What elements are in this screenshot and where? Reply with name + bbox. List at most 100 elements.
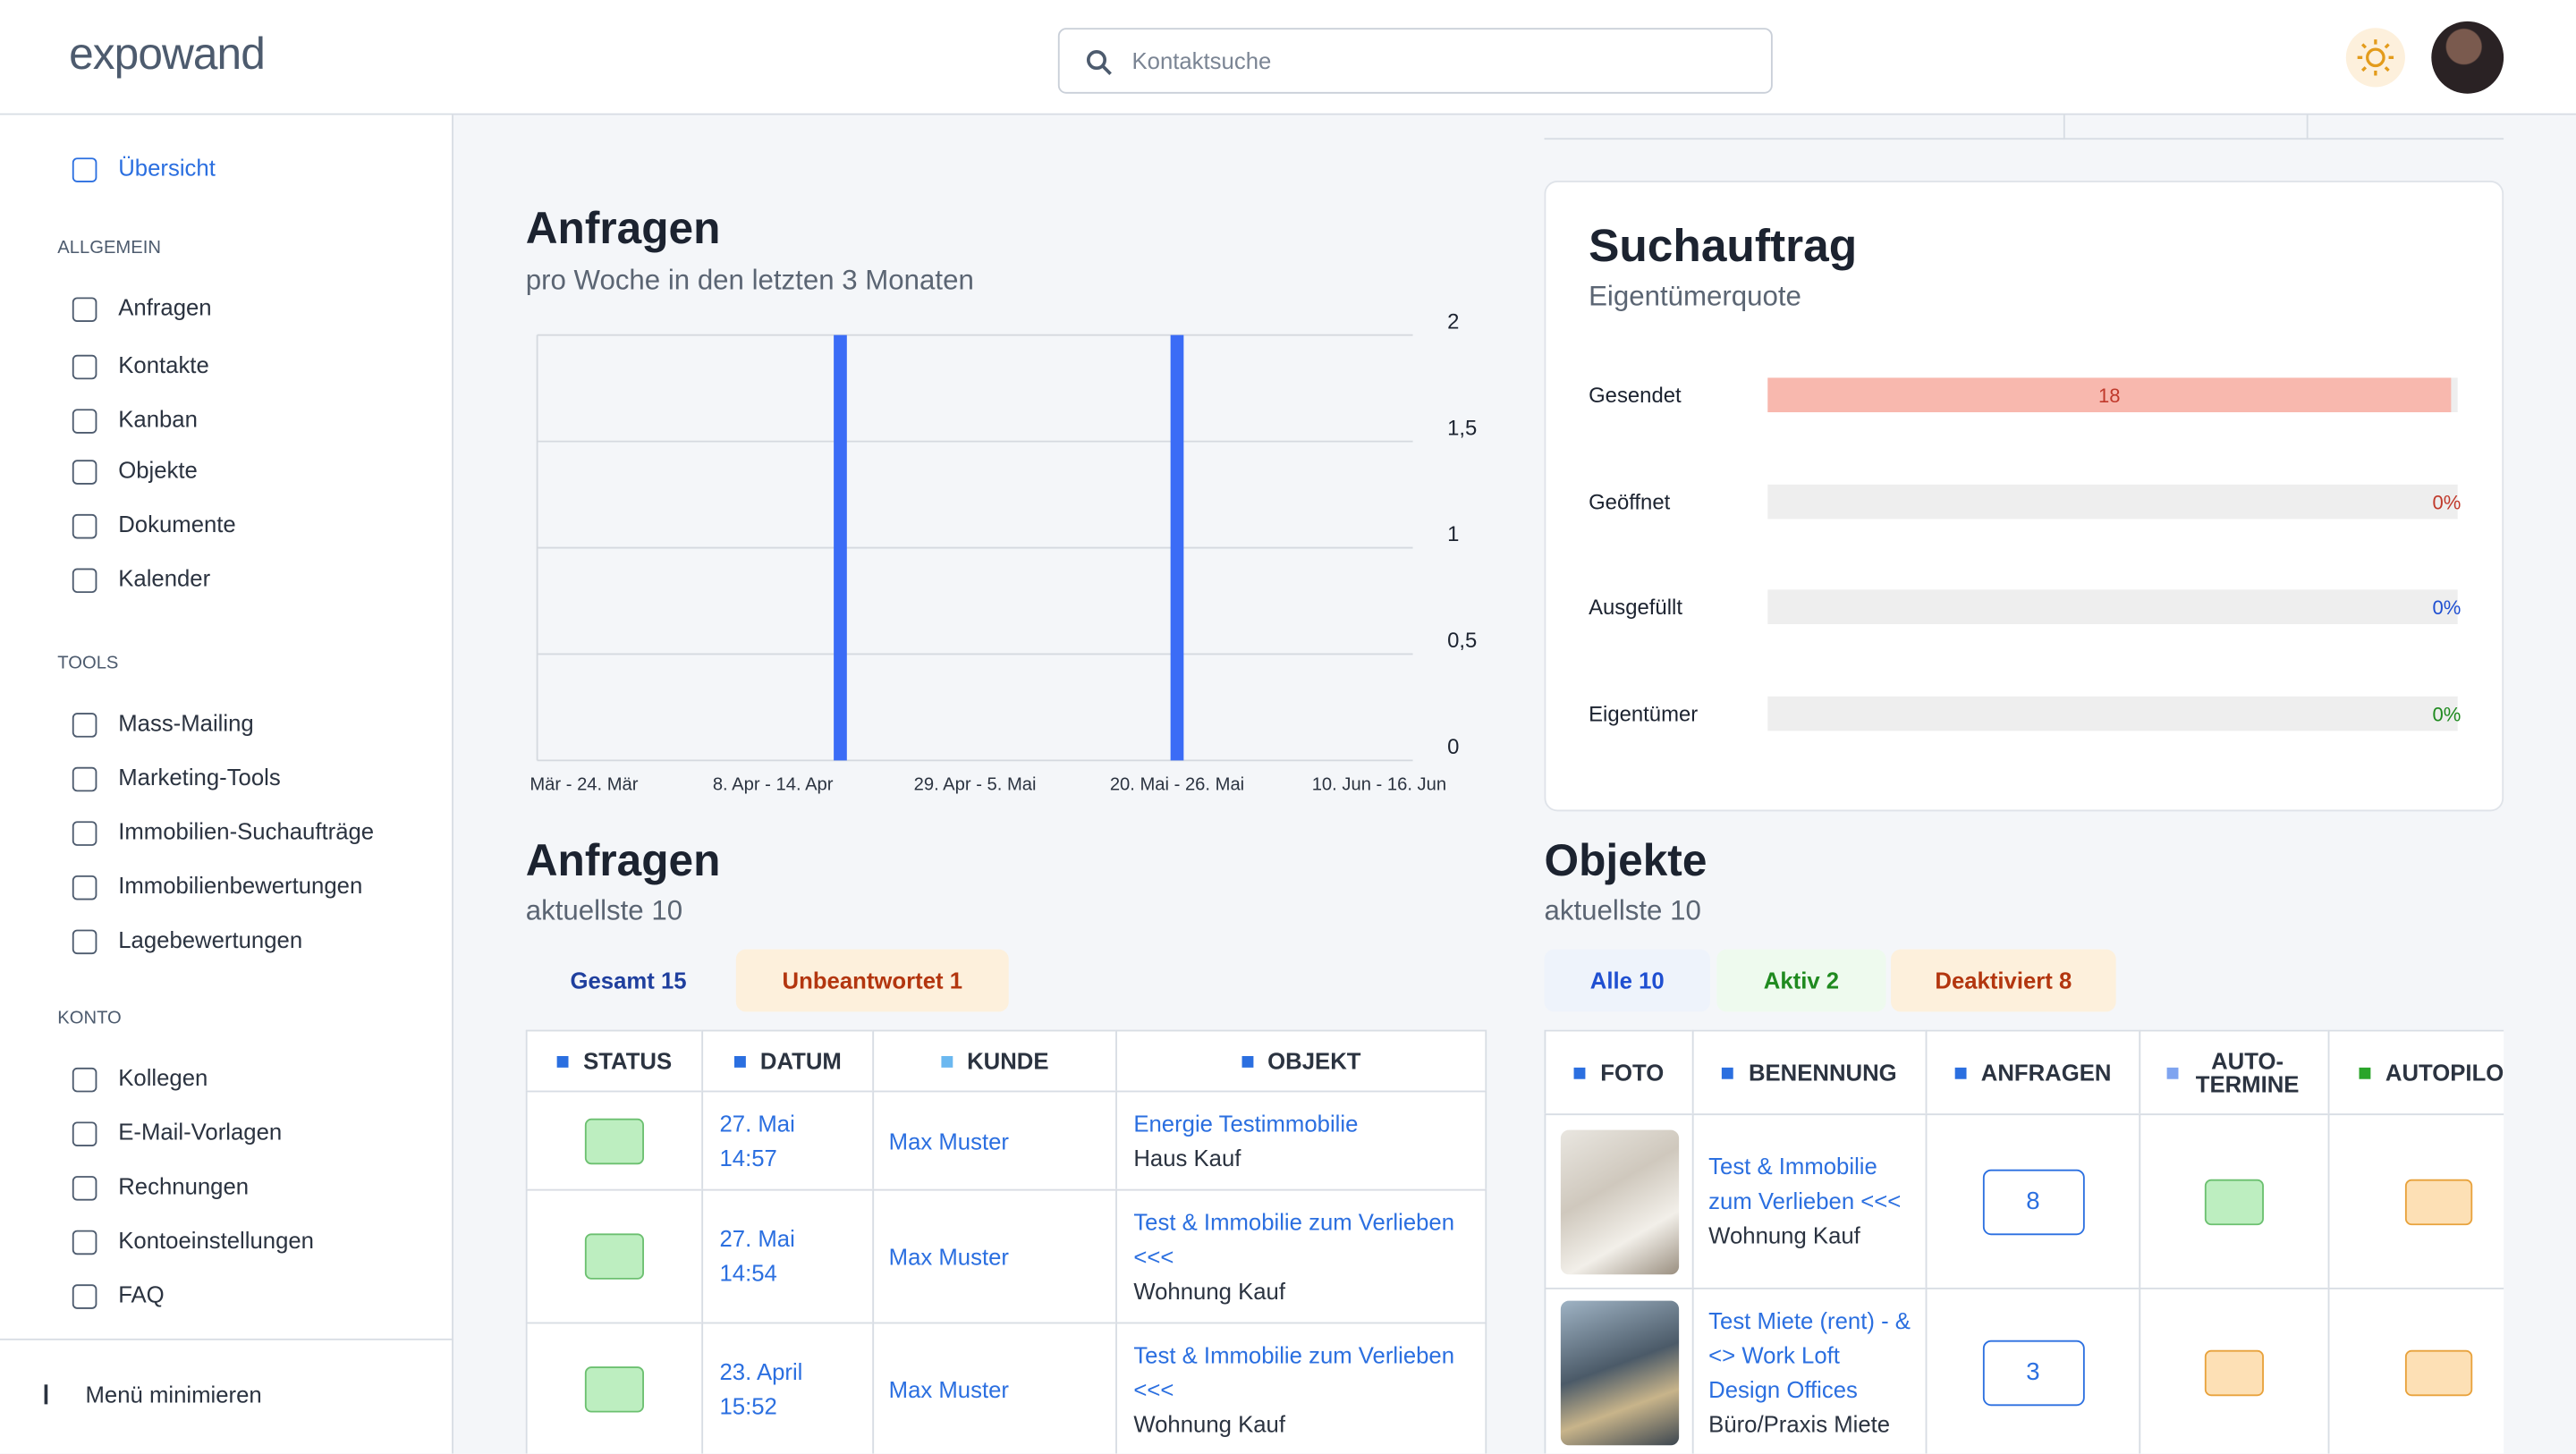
autopilot-icon[interactable] xyxy=(2404,1349,2473,1397)
nav-item[interactable]: Lagebewertungen xyxy=(118,926,303,953)
column-header: BENENNUNG xyxy=(1748,1059,1897,1086)
progress-track xyxy=(1767,590,2458,625)
logo[interactable]: expowand xyxy=(69,30,266,80)
nav-item[interactable]: Anfragen xyxy=(118,293,212,321)
menu-icon xyxy=(72,1176,97,1201)
time: 14:57 xyxy=(719,1144,777,1171)
section-title: Anfragen xyxy=(525,835,721,885)
menu-icon xyxy=(72,1067,97,1093)
inquiries-count[interactable]: 3 xyxy=(1981,1340,2084,1407)
object-link[interactable]: Energie Testimmobilie xyxy=(1133,1109,1359,1137)
minimize-menu[interactable]: Menü minimieren xyxy=(85,1381,262,1408)
section-subtitle: aktuellste 10 xyxy=(525,895,683,926)
object-link[interactable]: Test & Immobilie zum Verlieben <<< xyxy=(1133,1340,1455,1402)
table-cell: STATUS xyxy=(525,1029,704,1093)
card-subtitle: Eigentümerquote xyxy=(1589,281,1801,312)
nav-item[interactable]: Immobilienbewertungen xyxy=(118,872,363,899)
section-subtitle: aktuellste 10 xyxy=(1544,895,1701,926)
nav-item[interactable]: Mass-Mailing xyxy=(118,709,254,736)
column-header: STATUS xyxy=(583,1047,673,1075)
header-square xyxy=(1241,1055,1253,1067)
table-cell xyxy=(2327,1287,2504,1454)
divider xyxy=(2306,114,2309,140)
object-link[interactable]: Test & Immobilie zum Verlieben <<< xyxy=(1133,1207,1455,1269)
property-type: Büro/Praxis Miete xyxy=(1708,1410,1891,1438)
object-type: Wohnung Kauf xyxy=(1133,1277,1285,1304)
nav-item[interactable]: Übersicht xyxy=(118,154,216,182)
section-title: Objekte xyxy=(1544,835,1707,885)
menu-icon xyxy=(72,1284,97,1309)
nav-item[interactable]: FAQ xyxy=(118,1281,165,1308)
object-type: Wohnung Kauf xyxy=(1133,1409,1285,1437)
status-icon[interactable] xyxy=(584,1366,644,1413)
customer-link[interactable]: Max Muster xyxy=(888,1127,1009,1154)
top-partial-row xyxy=(1544,115,2504,140)
progress-bar xyxy=(1767,377,2452,413)
auto-appointments-icon[interactable] xyxy=(2204,1178,2264,1225)
x-tick-label: 20. Mai - 26. Mai xyxy=(1110,774,1244,794)
nav-item[interactable]: Objekte xyxy=(118,456,198,483)
header-square xyxy=(733,1055,746,1067)
avatar[interactable] xyxy=(2431,21,2504,94)
progress-value: 0% xyxy=(2432,703,2462,726)
header-square xyxy=(1573,1066,1586,1078)
filter-tab[interactable]: Gesamt 15 xyxy=(525,949,732,1012)
property-link[interactable]: Test Miete (rent) - & <> Work Loft Desig… xyxy=(1708,1307,1911,1403)
inquiries-count[interactable]: 8 xyxy=(1981,1168,2084,1235)
theme-toggle[interactable] xyxy=(2345,28,2405,88)
x-tick-label: Mär - 24. Mär xyxy=(530,774,638,794)
divider xyxy=(2063,114,2065,140)
x-tick-label: 29. Apr - 5. Mai xyxy=(914,774,1037,794)
table-cell: Test & Immobilie zum Verlieben <<< Wohnun… xyxy=(1115,1322,1487,1454)
status-icon[interactable] xyxy=(584,1233,644,1280)
autopilot-icon[interactable] xyxy=(2404,1178,2473,1225)
property-photo[interactable] xyxy=(1559,1300,1679,1446)
property-link[interactable]: Test & Immobilie zum Verlieben <<< xyxy=(1708,1153,1902,1214)
nav-item[interactable]: Rechnungen xyxy=(118,1172,250,1199)
bar xyxy=(1170,334,1184,761)
table-cell: Max Muster xyxy=(872,1188,1117,1324)
nav-item[interactable]: E-Mail-Vorlagen xyxy=(118,1118,283,1145)
nav-item[interactable]: Kanban xyxy=(118,405,198,433)
progress-label: Ausgefüllt xyxy=(1589,595,1682,621)
progress-track xyxy=(1767,484,2458,519)
nav-item[interactable]: Kollegen xyxy=(118,1064,208,1091)
nav-item[interactable]: Immobilien-Suchaufträge xyxy=(118,817,375,845)
table-cell: 23. April 15:52 xyxy=(701,1322,875,1454)
menu-icon xyxy=(72,929,97,955)
y-tick-label: 1,5 xyxy=(1447,416,1477,440)
menu-icon xyxy=(72,513,97,539)
auto-appointments-icon[interactable] xyxy=(2204,1349,2264,1397)
menu-icon xyxy=(72,766,97,792)
y-tick-label: 2 xyxy=(1447,309,1459,334)
customer-link[interactable]: Max Muster xyxy=(888,1376,1009,1403)
search-placeholder: Kontaktsuche xyxy=(1131,47,1272,74)
table-cell: 27. Mai 14:57 xyxy=(701,1090,875,1191)
customer-link[interactable]: Max Muster xyxy=(888,1243,1009,1270)
filter-tab[interactable]: Deaktiviert 8 xyxy=(1891,949,2116,1012)
table-cell: KUNDE xyxy=(872,1029,1117,1093)
menu-icon xyxy=(72,409,97,434)
table-cell xyxy=(525,1322,704,1454)
nav-item[interactable]: Kontoeinstellungen xyxy=(118,1227,315,1254)
table-cell: OBJEKT xyxy=(1115,1029,1487,1093)
x-tick-label: 8. Apr - 14. Apr xyxy=(713,774,834,794)
menu-icon xyxy=(72,157,97,182)
search-box[interactable]: Kontaktsuche xyxy=(1057,28,1773,94)
date: 27. Mai xyxy=(719,1225,795,1252)
column-header: OBJEKT xyxy=(1267,1047,1361,1075)
nav-item[interactable]: Dokumente xyxy=(118,511,236,537)
nav-item[interactable]: Kontakte xyxy=(118,351,209,378)
menu-icon xyxy=(72,297,97,322)
nav-section-title: TOOLS xyxy=(57,654,119,674)
property-photo[interactable] xyxy=(1559,1129,1679,1274)
nav-item[interactable]: Kalender xyxy=(118,564,211,592)
status-icon[interactable] xyxy=(584,1117,644,1164)
y-tick-label: 1 xyxy=(1447,522,1459,546)
filter-tab[interactable]: Alle 10 xyxy=(1544,949,1711,1012)
minimize-icon xyxy=(44,1384,68,1405)
filter-tab[interactable]: Aktiv 2 xyxy=(1716,949,1886,1012)
nav-item[interactable]: Marketing-Tools xyxy=(118,764,281,790)
filter-tab[interactable]: Unbeantwortet 1 xyxy=(735,949,1009,1012)
